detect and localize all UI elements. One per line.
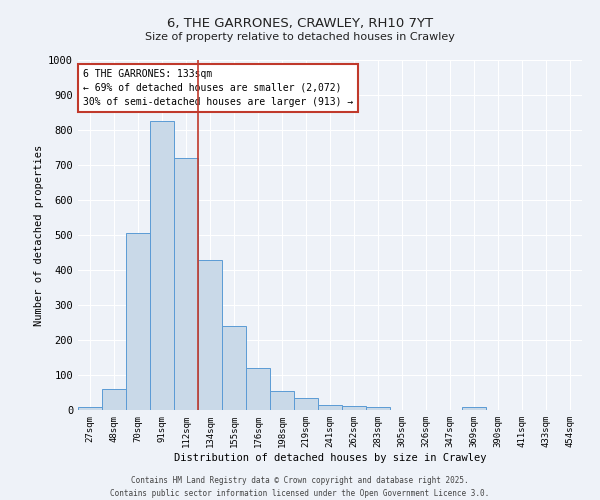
Bar	[462, 407, 486, 410]
Text: 6 THE GARRONES: 133sqm
← 69% of detached houses are smaller (2,072)
30% of semi-: 6 THE GARRONES: 133sqm ← 69% of detached…	[83, 69, 353, 107]
Bar	[78, 406, 102, 410]
Bar	[102, 389, 126, 410]
Bar	[198, 260, 222, 410]
Bar	[174, 158, 198, 410]
Y-axis label: Number of detached properties: Number of detached properties	[34, 144, 44, 326]
Bar	[246, 368, 270, 410]
Bar	[150, 121, 174, 410]
Text: Contains HM Land Registry data © Crown copyright and database right 2025.
Contai: Contains HM Land Registry data © Crown c…	[110, 476, 490, 498]
Text: Size of property relative to detached houses in Crawley: Size of property relative to detached ho…	[145, 32, 455, 42]
Bar	[126, 233, 150, 410]
X-axis label: Distribution of detached houses by size in Crawley: Distribution of detached houses by size …	[174, 452, 486, 462]
Bar	[342, 406, 366, 410]
Bar	[366, 406, 390, 410]
Bar	[270, 391, 294, 410]
Bar	[222, 326, 246, 410]
Text: 6, THE GARRONES, CRAWLEY, RH10 7YT: 6, THE GARRONES, CRAWLEY, RH10 7YT	[167, 18, 433, 30]
Bar	[318, 406, 342, 410]
Bar	[294, 398, 318, 410]
